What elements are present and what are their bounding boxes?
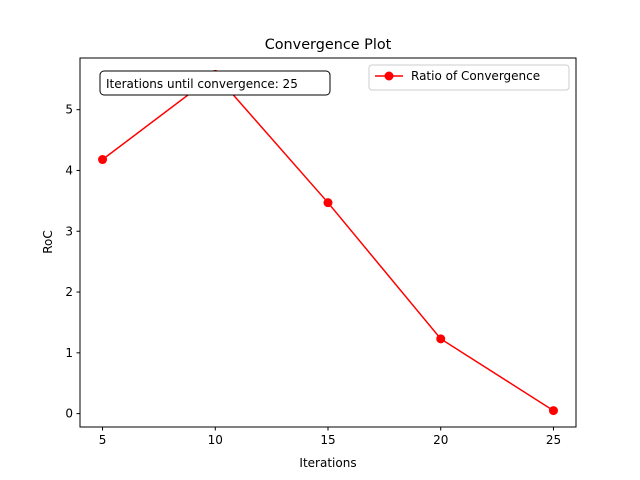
y-tick-label: 4 bbox=[65, 163, 73, 177]
legend-marker-swatch bbox=[384, 71, 394, 81]
data-point bbox=[548, 406, 558, 416]
annotation-frame bbox=[99, 70, 331, 96]
x-tick-label: 15 bbox=[320, 433, 335, 447]
series-layer bbox=[98, 69, 558, 416]
y-axis-title: RoC bbox=[41, 230, 55, 254]
legend-label: Ratio of Convergence bbox=[411, 69, 540, 83]
y-tick-label: 5 bbox=[65, 103, 73, 117]
x-axis-title: Iterations bbox=[299, 456, 356, 470]
x-tick-label: 25 bbox=[546, 433, 561, 447]
y-tick-label: 0 bbox=[65, 407, 73, 421]
y-tick-label: 3 bbox=[65, 224, 73, 238]
legend: Ratio of Convergence bbox=[368, 64, 570, 91]
y-tick-label: 1 bbox=[65, 346, 73, 360]
y-axis: 0 1 2 3 4 5 bbox=[65, 103, 80, 421]
annotation-text: Iterations until convergence: 25 bbox=[106, 77, 298, 91]
x-tick-label: 20 bbox=[433, 433, 448, 447]
x-tick-label: 10 bbox=[208, 433, 223, 447]
data-point bbox=[436, 334, 446, 344]
y-tick-label: 2 bbox=[65, 285, 73, 299]
x-axis: 5 10 15 20 25 bbox=[99, 427, 561, 447]
legend-frame bbox=[368, 64, 570, 91]
data-point bbox=[98, 155, 108, 165]
data-point bbox=[323, 198, 333, 208]
chart-title: Convergence Plot bbox=[265, 37, 392, 53]
annotation-box: Iterations until convergence: 25 bbox=[99, 70, 331, 96]
x-tick-label: 5 bbox=[99, 433, 107, 447]
